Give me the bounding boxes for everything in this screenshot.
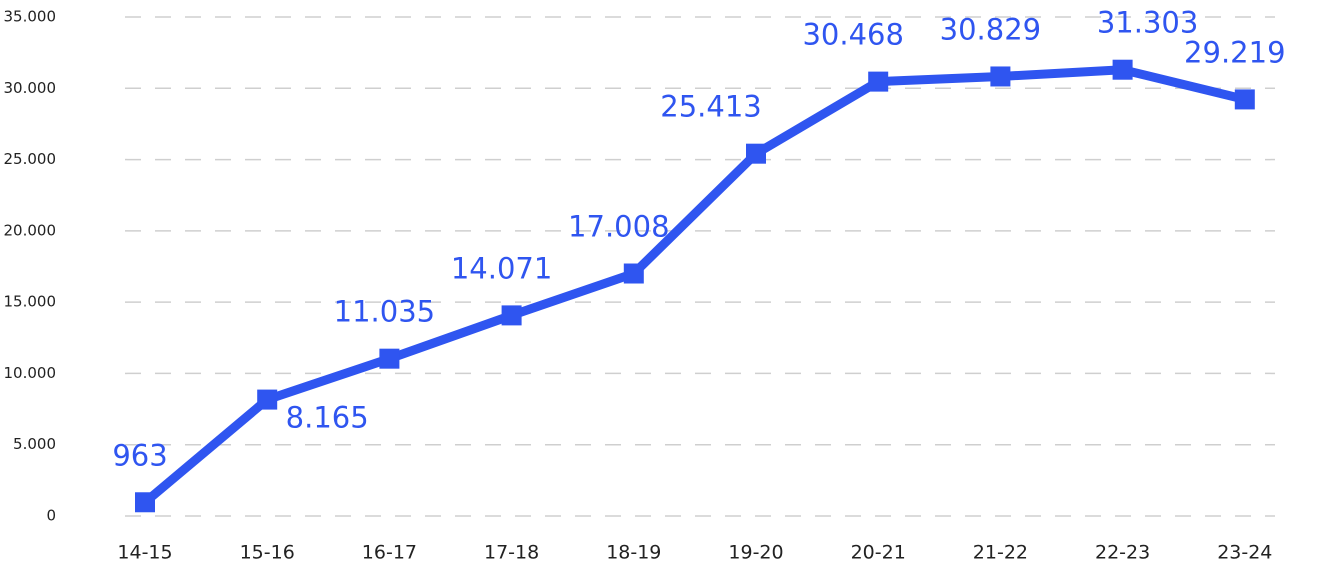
marker xyxy=(379,348,400,369)
y-tick-label: 20.000 xyxy=(4,221,57,239)
x-tick-label: 18-19 xyxy=(606,542,661,564)
value-label: 30.468 xyxy=(802,18,903,52)
x-tick-label: 14-15 xyxy=(117,542,172,564)
marker xyxy=(746,143,766,164)
y-tick-label: 35.000 xyxy=(4,8,57,26)
value-label: 17.008 xyxy=(568,210,669,244)
y-tick-label: 10.000 xyxy=(4,364,57,382)
marker xyxy=(257,389,278,410)
marker xyxy=(1112,59,1133,80)
value-label: 8.165 xyxy=(286,401,369,435)
x-tick-label: 16-17 xyxy=(362,542,417,564)
value-label: 30.829 xyxy=(940,12,1041,46)
x-tick-label: 22-23 xyxy=(1095,542,1150,564)
marker xyxy=(135,492,155,513)
y-tick-label: 0 xyxy=(46,507,56,525)
y-tick-label: 25.000 xyxy=(4,150,57,168)
x-tick-label: 21-22 xyxy=(973,542,1028,564)
x-tick-label: 17-18 xyxy=(484,542,539,564)
marker xyxy=(990,66,1011,87)
marker xyxy=(1234,89,1255,110)
marker xyxy=(623,263,644,284)
marker xyxy=(868,71,889,92)
x-tick-label: 19-20 xyxy=(728,542,783,564)
x-tick-label: 20-21 xyxy=(851,542,906,564)
value-label: 29.219 xyxy=(1184,35,1285,69)
y-tick-label: 30.000 xyxy=(4,79,57,97)
y-tick-label: 5.000 xyxy=(13,435,56,453)
value-label: 25.413 xyxy=(660,90,761,124)
y-tick-label: 15.000 xyxy=(4,293,57,311)
value-label: 14.071 xyxy=(451,251,552,285)
marker xyxy=(501,305,522,326)
line xyxy=(142,65,1246,506)
value-label: 11.035 xyxy=(334,295,435,329)
x-tick-label: 15-16 xyxy=(240,542,295,564)
x-tick-label: 23-24 xyxy=(1217,542,1272,564)
value-label: 963 xyxy=(112,438,167,472)
value-label: 31.303 xyxy=(1097,6,1198,40)
